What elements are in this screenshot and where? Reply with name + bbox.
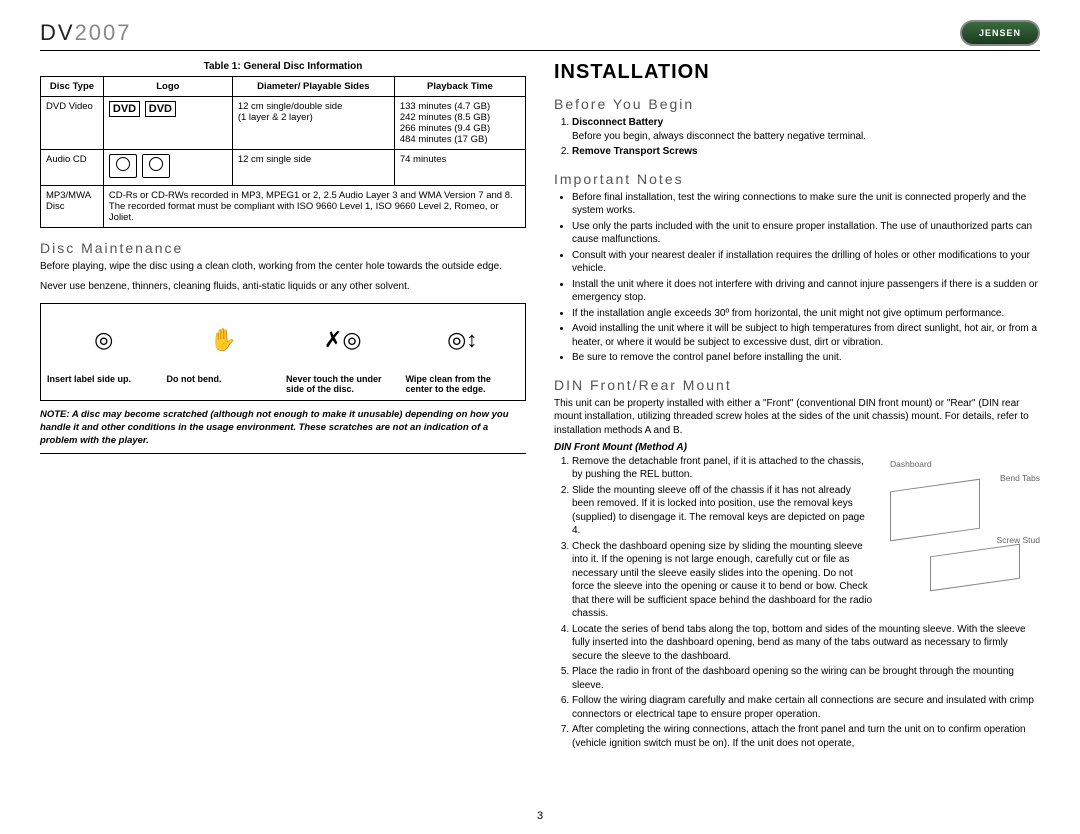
list-item: Place the radio in front of the dashboar…: [572, 665, 1040, 692]
maint-cell: ✗◎ Never touch the under side of the dis…: [286, 310, 400, 394]
cell-type: Audio CD: [41, 150, 104, 186]
th-logo: Logo: [103, 77, 232, 97]
maint-cell: ✋ Do not bend.: [167, 310, 281, 394]
cell-logo: [103, 150, 232, 186]
dvd-logo-icon: DVD: [145, 101, 176, 117]
disc-wipe-icon: ◎↕: [406, 310, 520, 370]
maint-cell: ◎ Insert label side up.: [47, 310, 161, 394]
table-row: MP3/MWA Disc CD-Rs or CD-RWs recorded in…: [41, 186, 526, 228]
cell-playback: 133 minutes (4.7 GB) 242 minutes (8.5 GB…: [394, 97, 525, 150]
cell-type: DVD Video: [41, 97, 104, 150]
before-begin-heading: Before You Begin: [554, 96, 1040, 112]
disc-insert-icon: ◎: [47, 310, 161, 370]
diagram-chassis-box: [930, 543, 1020, 591]
dvd-logo-icon: DVD: [109, 101, 140, 117]
cell-type: MP3/MWA Disc: [41, 186, 104, 228]
list-item: Locate the series of bend tabs along the…: [572, 623, 1040, 664]
diagram-label-bend-tabs: Bend Tabs: [1000, 473, 1040, 483]
before-begin-list: Disconnect Battery Before you begin, alw…: [572, 116, 1040, 159]
model-prefix: DV: [40, 20, 75, 45]
cell-diameter: 12 cm single/double side (1 layer & 2 la…: [232, 97, 394, 150]
th-playback: Playback Time: [394, 77, 525, 97]
maint-label: Do not bend.: [167, 374, 222, 384]
disc-bend-icon: ✋: [167, 310, 281, 370]
disc-info-table: Disc Type Logo Diameter/ Playable Sides …: [40, 76, 526, 228]
list-item: Use only the parts included with the uni…: [572, 220, 1040, 247]
content-columns: Table 1: General Disc Information Disc T…: [40, 61, 1040, 752]
item-bold: Remove Transport Screws: [572, 146, 698, 157]
item-bold: Disconnect Battery: [572, 117, 663, 128]
list-item: Consult with your nearest dealer if inst…: [572, 249, 1040, 276]
cd-logo-icon: [109, 154, 137, 178]
method-a-title: DIN Front Mount (Method A): [554, 442, 687, 453]
diagram-sleeve-box: [890, 478, 980, 541]
din-mount-diagram: Dashboard Bend Tabs Screw Stud: [880, 455, 1040, 605]
important-notes-list: Before final installation, test the wiri…: [572, 191, 1040, 365]
list-item: If the installation angle exceeds 30º fr…: [572, 307, 1040, 321]
table-row: Audio CD 12 cm single side 74 minutes: [41, 150, 526, 186]
maint-label: Insert label side up.: [47, 374, 131, 384]
cell-logo: DVD DVD: [103, 97, 232, 150]
list-item: Remove Transport Screws: [572, 145, 1040, 159]
cell-diameter: 12 cm single side: [232, 150, 394, 186]
page-header: DV2007 JENSEN: [40, 20, 1040, 51]
table-header-row: Disc Type Logo Diameter/ Playable Sides …: [41, 77, 526, 97]
item-text: Before you begin, always disconnect the …: [572, 131, 866, 142]
table-row: DVD Video DVD DVD 12 cm single/double si…: [41, 97, 526, 150]
disc-maintenance-heading: Disc Maintenance: [40, 240, 526, 256]
installation-heading: INSTALLATION: [554, 61, 1040, 84]
maint-paragraph: Never use benzene, thinners, cleaning fl…: [40, 280, 526, 294]
list-item: Avoid installing the unit where it will …: [572, 322, 1040, 349]
din-intro: This unit can be property installed with…: [554, 397, 1040, 438]
model-suffix: 2007: [75, 20, 132, 45]
list-item: Follow the wiring diagram carefully and …: [572, 694, 1040, 721]
cell-playback: 74 minutes: [394, 150, 525, 186]
maintenance-diagram-box: ◎ Insert label side up. ✋ Do not bend. ✗…: [40, 303, 526, 401]
th-disc-type: Disc Type: [41, 77, 104, 97]
left-column: Table 1: General Disc Information Disc T…: [40, 61, 526, 752]
cd-logo-icon: [142, 154, 170, 178]
disc-touch-icon: ✗◎: [286, 310, 400, 370]
table-caption: Table 1: General Disc Information: [40, 61, 526, 72]
maint-cell: ◎↕ Wipe clean from the center to the edg…: [406, 310, 520, 394]
diagram-label-dashboard: Dashboard: [890, 459, 932, 469]
brand-logo: JENSEN: [960, 20, 1040, 46]
din-mount-heading: DIN Front/Rear Mount: [554, 377, 1040, 393]
maint-paragraph: Before playing, wipe the disc using a cl…: [40, 260, 526, 274]
right-column: INSTALLATION Before You Begin Disconnect…: [554, 61, 1040, 752]
list-item: Before final installation, test the wiri…: [572, 191, 1040, 218]
list-item: After completing the wiring connections,…: [572, 723, 1040, 750]
list-item: Be sure to remove the control panel befo…: [572, 351, 1040, 365]
maint-label: Wipe clean from the center to the edge.: [406, 374, 491, 394]
important-notes-heading: Important Notes: [554, 171, 1040, 187]
cell-span-text: CD-Rs or CD-RWs recorded in MP3, MPEG1 o…: [103, 186, 525, 228]
page-number: 3: [537, 810, 543, 822]
th-diameter: Diameter/ Playable Sides: [232, 77, 394, 97]
model-number: DV2007: [40, 20, 132, 46]
list-item: Install the unit where it does not inter…: [572, 278, 1040, 305]
maint-label: Never touch the under side of the disc.: [286, 374, 382, 394]
list-item: Disconnect Battery Before you begin, alw…: [572, 116, 1040, 143]
maintenance-note: NOTE: A disc may become scratched (altho…: [40, 409, 526, 454]
